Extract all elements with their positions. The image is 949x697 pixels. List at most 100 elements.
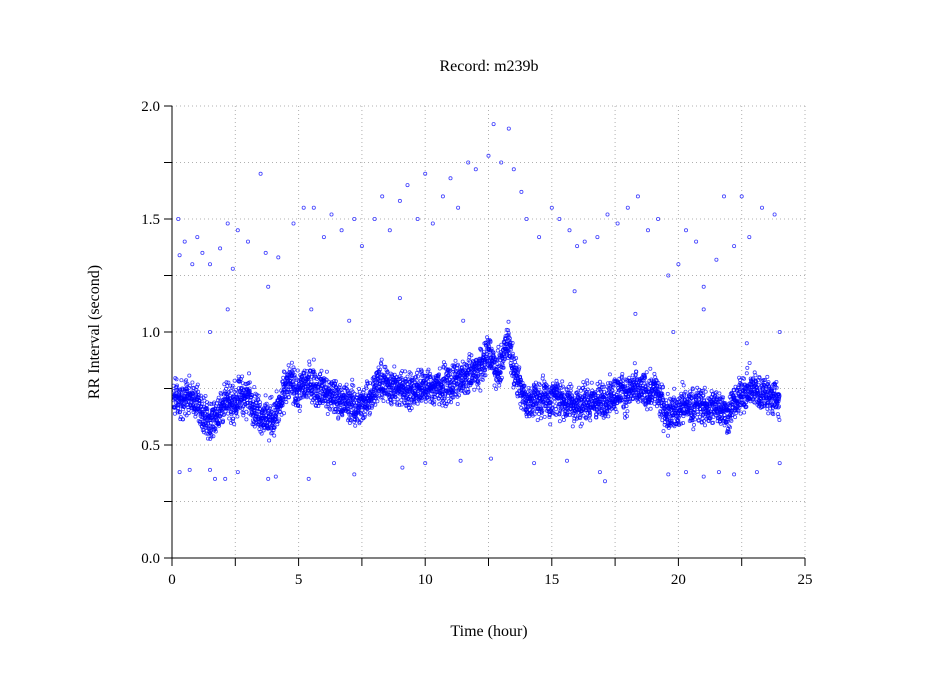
data-point bbox=[211, 434, 216, 439]
data-point bbox=[444, 401, 449, 406]
data-point bbox=[555, 383, 560, 388]
data-point bbox=[412, 399, 417, 404]
data-point bbox=[274, 412, 279, 417]
data-point bbox=[570, 424, 575, 429]
x-axis-label: Time (hour) bbox=[450, 623, 527, 640]
data-point bbox=[657, 387, 662, 392]
data-point bbox=[569, 384, 574, 389]
data-point bbox=[425, 369, 430, 374]
data-point bbox=[588, 412, 593, 417]
data-point bbox=[385, 369, 390, 374]
data-point bbox=[457, 393, 462, 398]
data-point bbox=[727, 429, 732, 434]
data-point bbox=[282, 370, 287, 375]
data-point bbox=[762, 404, 767, 409]
data-point bbox=[498, 370, 503, 375]
data-point bbox=[511, 167, 516, 172]
data-point bbox=[560, 384, 565, 389]
data-point bbox=[633, 311, 638, 316]
data-point bbox=[379, 362, 384, 367]
data-point bbox=[684, 470, 689, 475]
data-point bbox=[426, 367, 431, 372]
data-point bbox=[186, 411, 191, 416]
data-point bbox=[510, 340, 515, 345]
data-point bbox=[640, 395, 645, 400]
data-point bbox=[302, 368, 307, 373]
data-point bbox=[399, 398, 404, 403]
data-point bbox=[537, 382, 542, 387]
data-point bbox=[485, 352, 490, 357]
data-point bbox=[249, 392, 254, 397]
data-point bbox=[203, 393, 208, 398]
data-point bbox=[175, 410, 180, 415]
x-tick-label: 5 bbox=[295, 572, 303, 588]
data-point bbox=[187, 383, 192, 388]
y-axis-label: RR Interval (second) bbox=[86, 265, 103, 399]
data-point bbox=[407, 394, 412, 399]
data-point bbox=[548, 422, 553, 427]
data-point bbox=[200, 250, 205, 255]
data-point bbox=[567, 228, 572, 233]
data-point bbox=[238, 379, 243, 384]
data-point bbox=[383, 364, 388, 369]
data-point bbox=[587, 410, 592, 415]
data-point bbox=[252, 424, 257, 429]
data-point bbox=[212, 476, 217, 481]
data-point bbox=[217, 418, 222, 423]
data-point bbox=[581, 380, 586, 385]
data-point bbox=[225, 411, 230, 416]
data-point bbox=[681, 383, 686, 388]
data-point bbox=[489, 346, 494, 351]
data-point bbox=[571, 413, 576, 418]
data-point bbox=[403, 369, 408, 374]
data-point bbox=[507, 336, 512, 341]
data-point bbox=[455, 362, 460, 367]
data-point bbox=[378, 367, 383, 372]
data-point bbox=[524, 414, 529, 419]
data-point bbox=[624, 404, 629, 409]
data-point bbox=[617, 376, 622, 381]
data-point bbox=[348, 418, 353, 423]
data-point bbox=[263, 250, 268, 255]
data-point bbox=[182, 239, 187, 244]
data-point bbox=[400, 465, 405, 470]
data-point bbox=[676, 262, 681, 267]
x-tick-label: 0 bbox=[168, 572, 176, 588]
data-point bbox=[258, 402, 263, 407]
data-point bbox=[530, 408, 535, 413]
data-point bbox=[269, 394, 274, 399]
data-point bbox=[695, 412, 700, 417]
data-point bbox=[772, 212, 777, 217]
data-point bbox=[550, 405, 555, 410]
data-point bbox=[435, 376, 440, 381]
data-point bbox=[721, 395, 726, 400]
data-point bbox=[432, 399, 437, 404]
data-point bbox=[561, 417, 566, 422]
data-point bbox=[339, 228, 344, 233]
data-point bbox=[454, 389, 459, 394]
data-point bbox=[240, 381, 245, 386]
data-point bbox=[474, 361, 479, 366]
data-point bbox=[695, 410, 700, 415]
data-point bbox=[409, 406, 414, 411]
data-point bbox=[532, 412, 537, 417]
data-point bbox=[187, 373, 192, 378]
data-point bbox=[406, 406, 411, 411]
data-point bbox=[521, 384, 526, 389]
data-point bbox=[441, 384, 446, 389]
data-point bbox=[254, 412, 259, 417]
x-tick-label: 20 bbox=[671, 572, 686, 588]
data-point bbox=[476, 385, 481, 390]
data-point bbox=[480, 377, 485, 382]
data-point bbox=[412, 401, 417, 406]
data-point bbox=[324, 404, 329, 409]
data-point bbox=[290, 370, 295, 375]
data-point bbox=[246, 371, 251, 376]
data-point bbox=[352, 472, 357, 477]
data-point bbox=[750, 376, 755, 381]
data-point bbox=[222, 412, 227, 417]
data-point bbox=[286, 363, 291, 368]
data-point bbox=[333, 379, 338, 384]
data-point bbox=[446, 399, 451, 404]
data-point bbox=[273, 474, 278, 479]
